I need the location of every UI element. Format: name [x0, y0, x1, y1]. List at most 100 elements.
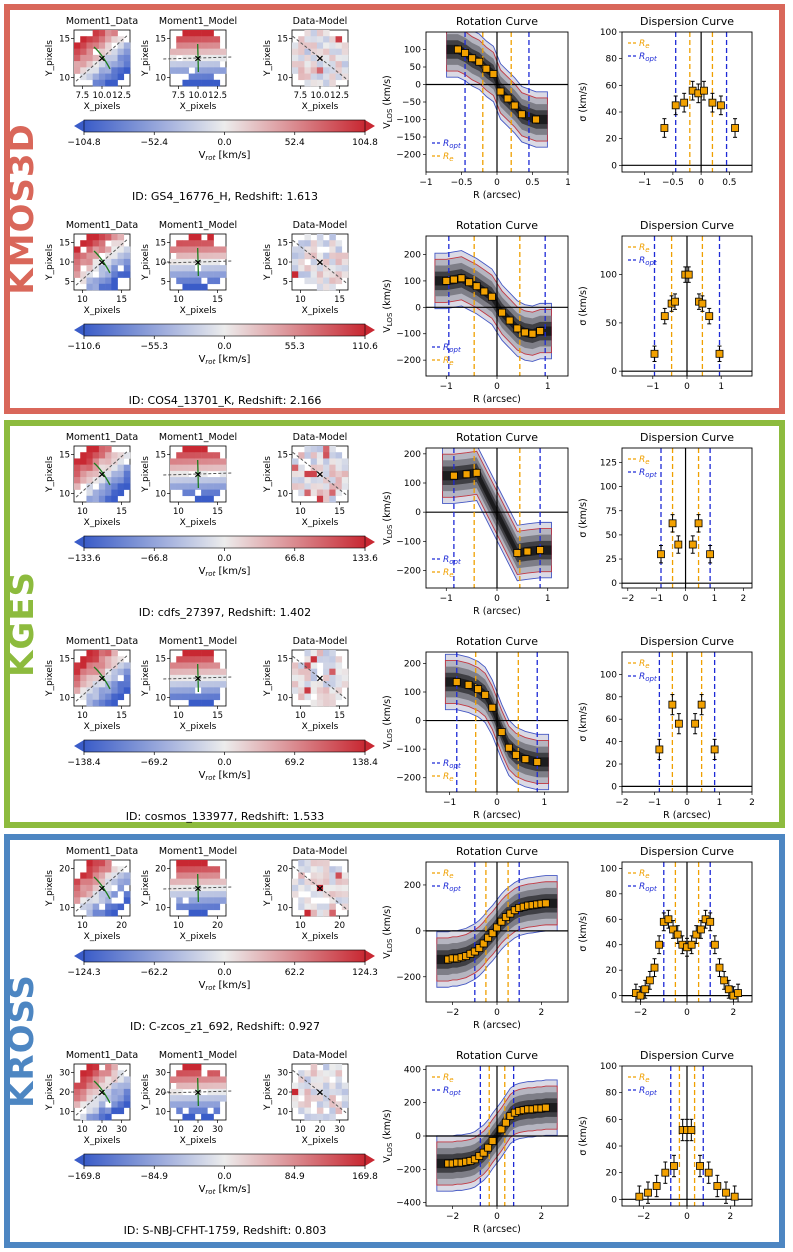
galaxy-row-figure: Moment1_Data×7.5 10.0 12.51015X_pixelsY_pi…	[45, 15, 753, 203]
map-pixel	[323, 1113, 330, 1121]
colorbar-label: Vrot [km/s]	[199, 1184, 251, 1196]
map-pixel	[188, 477, 196, 484]
map-y-axis-label: Y_pixels	[263, 244, 273, 281]
map-pixel	[213, 271, 221, 278]
map-pixel	[170, 258, 177, 266]
map-pixel	[298, 252, 305, 260]
map-pixel	[188, 662, 196, 669]
map-pixel	[213, 866, 221, 873]
colorbar-bar	[83, 949, 366, 963]
galaxy-centre-marker: ×	[194, 674, 202, 685]
map-x-tick-label: 10	[173, 921, 184, 931]
map-pixel	[123, 42, 131, 49]
map-pixel	[323, 656, 330, 663]
y-tick-label: 100	[600, 271, 617, 281]
map-y-tick-label: 15	[59, 238, 70, 248]
map-pixel	[98, 897, 106, 904]
map-pixel	[98, 1088, 106, 1096]
map-pixel	[335, 656, 343, 663]
map-pixel	[335, 1088, 343, 1096]
map-pixel	[182, 452, 189, 459]
map-pixel	[123, 464, 131, 472]
data-point	[696, 1162, 704, 1170]
y-tick-label: 25	[606, 555, 617, 565]
map-pixel	[323, 483, 330, 490]
map-pixel	[188, 42, 196, 49]
map-pixel	[170, 1076, 177, 1083]
map-pixel	[105, 489, 112, 497]
map-pixel	[98, 674, 106, 682]
zero-velocity-contour	[197, 873, 199, 903]
map-pixel	[329, 1107, 336, 1115]
map-pixel	[86, 1095, 93, 1102]
map-pixel	[316, 67, 324, 74]
y-tick-label: 0	[611, 782, 617, 792]
map-pixel	[207, 878, 214, 886]
colorbar-tick-label: 66.8	[285, 554, 305, 564]
plot-title: Dispersion Curve	[640, 845, 734, 858]
colorbar-max-arrow	[365, 950, 375, 962]
data-point	[668, 700, 677, 709]
data-point	[481, 690, 490, 699]
y-tick-label: 50	[606, 319, 618, 329]
map-pixel	[329, 662, 336, 669]
map-pixel	[188, 860, 196, 867]
galaxy-centre-marker: ×	[316, 258, 324, 269]
data-point	[493, 923, 501, 932]
map-pixel	[335, 240, 343, 247]
data-point	[698, 299, 707, 308]
map-pixel	[316, 489, 324, 497]
map-pixel	[201, 483, 208, 490]
data-point	[475, 57, 484, 66]
map-pixel	[323, 1070, 330, 1077]
map-pixel	[316, 1076, 324, 1083]
map-pixel	[304, 1095, 311, 1102]
map-pixel	[105, 265, 112, 272]
data-point	[684, 270, 693, 279]
map-panel-title: Moment1_Data	[66, 846, 138, 857]
map-pixel	[207, 79, 214, 87]
map-pixel	[335, 662, 343, 669]
map-y-tick-label: 15	[277, 238, 288, 248]
map-pixel	[310, 681, 318, 688]
map-pixel	[194, 1070, 202, 1077]
map-x-tick-label: 15	[334, 711, 345, 721]
map-pixel	[74, 458, 81, 465]
map-pixel	[298, 240, 305, 247]
galaxy-centre-marker: ×	[98, 674, 106, 685]
data-point	[452, 678, 461, 686]
map-pixel	[86, 668, 93, 676]
map-pixel	[98, 1101, 106, 1108]
data-point	[710, 940, 719, 949]
map-pixel	[335, 73, 343, 81]
map-pixel	[201, 668, 208, 676]
x-axis-label: R (arcsec)	[473, 606, 521, 617]
map-pixel	[316, 909, 324, 917]
map-pixel	[298, 1076, 305, 1083]
map-pixel	[98, 258, 106, 266]
map-pixel	[310, 872, 318, 879]
map-pixel	[316, 271, 324, 278]
map-pixel	[188, 1070, 196, 1077]
map-pixel	[123, 67, 131, 74]
map-panel-title: Moment1_Model	[159, 636, 237, 647]
kinematic-axis-line	[75, 238, 129, 286]
map-pixel	[292, 681, 299, 688]
map-pixel	[74, 265, 81, 272]
legend-entry: Ropt	[639, 882, 657, 893]
map-pixel	[323, 903, 330, 911]
map-pixel	[86, 662, 93, 669]
map-pixel	[98, 73, 106, 81]
map-panel-title: Data-Model	[293, 846, 348, 857]
map-pixel	[329, 252, 336, 260]
y-axis-label: VLOS (km/s)	[382, 491, 394, 544]
data-point	[528, 329, 537, 338]
map-pixel	[219, 265, 227, 272]
map-panel-title: Moment1_Data	[66, 1050, 138, 1061]
map-pixel	[188, 884, 196, 892]
map-pixel	[292, 464, 299, 472]
